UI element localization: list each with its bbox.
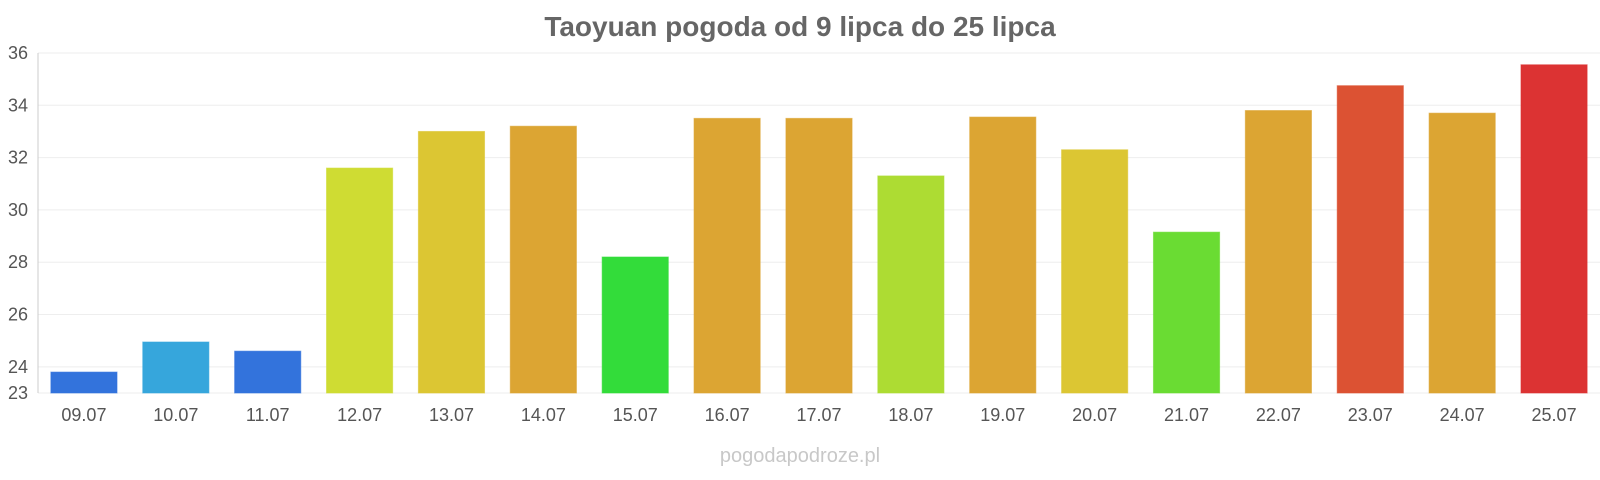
bar-17.07 [785, 117, 853, 394]
y-tick-label: 34 [8, 95, 28, 115]
y-axis-ticks: 23 24 26 28 30 32 34 36 [8, 43, 28, 403]
x-tick-label: 17.07 [796, 405, 841, 425]
x-tick-label: 24.07 [1440, 405, 1485, 425]
bar-09.07 [50, 371, 118, 394]
bar-19.07 [969, 116, 1037, 394]
bar-22.07 [1244, 110, 1312, 394]
bar-18.07 [877, 175, 945, 394]
bar-21.07 [1152, 231, 1221, 394]
bar-14.07 [509, 125, 577, 394]
x-tick-label: 10.07 [153, 405, 198, 425]
watermark: pogodapodroze.pl [720, 445, 880, 467]
bar-20.07 [1061, 149, 1129, 394]
bar-15.07 [601, 256, 669, 394]
x-tick-label: 21.07 [1164, 405, 1209, 425]
bar-11.07 [234, 350, 302, 394]
y-tick-label: 30 [8, 200, 28, 220]
x-tick-label: 22.07 [1256, 405, 1301, 425]
y-tick-label: 32 [8, 148, 28, 168]
bar-23.07 [1336, 85, 1404, 394]
x-tick-label: 19.07 [980, 405, 1025, 425]
y-tick-label: 24 [8, 357, 28, 377]
x-tick-label: 09.07 [61, 405, 106, 425]
y-tick-label: 28 [8, 252, 28, 272]
bar-13.07 [417, 130, 486, 394]
x-tick-label: 14.07 [521, 405, 566, 425]
y-tick-label: 36 [8, 43, 28, 63]
bar-12.07 [326, 167, 394, 394]
bar-16.07 [693, 117, 761, 394]
bar-24.07 [1428, 112, 1496, 394]
x-tick-label: 23.07 [1348, 405, 1393, 425]
y-tick-label: 23 [8, 383, 28, 403]
x-tick-label: 18.07 [888, 405, 933, 425]
chart-title: Taoyuan pogoda od 9 lipca do 25 lipca [544, 11, 1056, 42]
bars [50, 64, 1588, 394]
x-tick-label: 13.07 [429, 405, 474, 425]
x-tick-label: 15.07 [613, 405, 658, 425]
x-tick-label: 25.07 [1532, 405, 1577, 425]
x-tick-label: 20.07 [1072, 405, 1117, 425]
x-tick-label: 12.07 [337, 405, 382, 425]
bar-10.07 [142, 341, 210, 394]
x-axis-ticks: 09.07 10.07 11.07 12.07 13.07 14.07 15.07 16.07… [61, 405, 1576, 425]
bar-25.07 [1520, 64, 1588, 394]
x-tick-label: 16.07 [705, 405, 750, 425]
x-tick-label: 11.07 [246, 405, 290, 425]
y-tick-label: 26 [8, 305, 28, 325]
